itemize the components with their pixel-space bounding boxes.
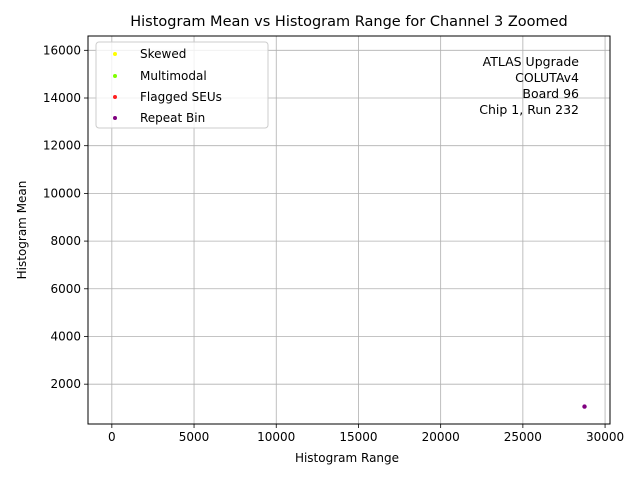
y-tick-label: 8000 <box>50 234 81 248</box>
plot-frame <box>87 35 611 425</box>
x-axis-label: Histogram Range <box>295 451 399 465</box>
y-tick-label: 4000 <box>50 329 81 343</box>
annotation-line-4: Chip 1, Run 232 <box>479 102 579 117</box>
annotation-block: ATLAS Upgrade COLUTAv4 Board 96 Chip 1, … <box>479 54 579 117</box>
grid-lines <box>88 36 610 424</box>
legend-box <box>95 41 269 129</box>
legend-label-skewed: Skewed <box>140 47 186 61</box>
annotation-line-2: COLUTAv4 <box>515 70 579 85</box>
legend-label-repeat-bin: Repeat Bin <box>140 111 205 125</box>
legend-marker-skewed <box>113 52 117 56</box>
legend-marker-repeat-bin <box>113 116 117 120</box>
legend-marker-flagged-seus <box>113 95 117 99</box>
y-tick-label: 14000 <box>43 91 81 105</box>
x-tick-label: 20000 <box>422 430 460 444</box>
y-tick-label: 12000 <box>43 139 81 153</box>
x-tick-label: 5000 <box>179 430 210 444</box>
x-tick-label: 15000 <box>339 430 377 444</box>
legend-label-flagged-seus: Flagged SEUs <box>140 90 222 104</box>
chart-title: Histogram Mean vs Histogram Range for Ch… <box>130 14 568 30</box>
y-tick-label: 2000 <box>50 377 81 391</box>
y-tick-label: 10000 <box>43 186 81 200</box>
y-axis-label: Histogram Mean <box>15 181 29 280</box>
y-axis-ticks: 2000 4000 6000 8000 10000 12000 14000 16000 <box>43 43 88 391</box>
y-tick-label: 6000 <box>50 282 81 296</box>
x-tick-label: 0 <box>108 430 116 444</box>
legend-label-multimodal: Multimodal <box>140 69 207 83</box>
x-tick-label: 10000 <box>257 430 295 444</box>
data-point-repeat-bin <box>582 404 587 409</box>
annotation-line-3: Board 96 <box>522 86 579 101</box>
y-tick-label: 16000 <box>43 43 81 57</box>
x-tick-label: 25000 <box>504 430 542 444</box>
data-points <box>582 404 587 409</box>
x-axis-ticks: 0 5000 10000 15000 20000 25000 30000 <box>108 424 624 444</box>
legend: Skewed Multimodal Flagged SEUs Repeat Bi… <box>95 41 269 129</box>
x-tick-label: 30000 <box>586 430 624 444</box>
legend-marker-multimodal <box>113 74 117 78</box>
annotation-line-1: ATLAS Upgrade <box>483 54 580 69</box>
